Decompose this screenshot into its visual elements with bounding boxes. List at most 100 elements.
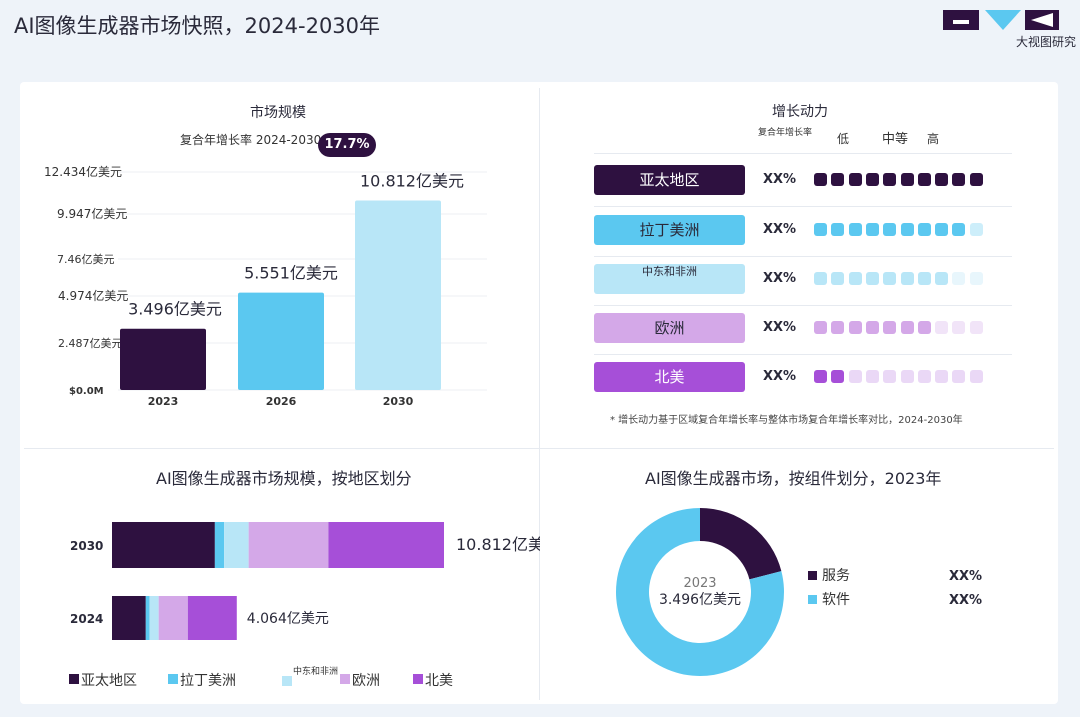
growth-level-dot [883, 272, 897, 285]
logo-text: 大视图研究 [1016, 35, 1077, 49]
growth-pct: XX% [763, 222, 797, 237]
y-tick-label: 12.434亿美元 [44, 164, 122, 179]
vertical-divider [539, 88, 540, 700]
level-low: 低 [837, 132, 850, 146]
donut-slice [616, 508, 784, 676]
total-label: 4.064亿美元 [247, 611, 329, 627]
data-label: 3.496亿美元 [128, 300, 222, 319]
growth-level-dot [917, 173, 931, 186]
growth-level-dot [969, 370, 983, 383]
region-label: 中东和非洲 [594, 264, 745, 294]
growth-level-dot [848, 370, 862, 383]
growth-level-dot [831, 321, 845, 334]
growth-level-dot [917, 321, 931, 334]
growth-level-dot [900, 272, 914, 285]
growth-pct: XX% [763, 320, 797, 335]
growth-level-dot [865, 223, 879, 236]
growth-level-dot [883, 173, 897, 186]
legend-pct: XX% [949, 569, 982, 584]
growth-level-dot [814, 223, 827, 236]
growth-level-dot [883, 370, 897, 383]
growth-level-dot [935, 370, 949, 383]
legend-label: 软件 [822, 592, 850, 608]
growth-level-dot [917, 370, 931, 383]
growth-level-dot [935, 272, 949, 285]
market-size-title: 市场规模 [250, 105, 306, 121]
growth-level-dot [831, 272, 845, 285]
region-chart-title: AI图像生成器市场规模，按地区划分 [156, 469, 412, 488]
stack-segment [328, 522, 444, 568]
growth-title: 增长动力 [772, 104, 828, 120]
x-tick-label: 2023 [148, 395, 179, 408]
growth-level-dot [883, 223, 897, 236]
growth-level-dot [969, 223, 983, 236]
growth-level-dot [814, 321, 827, 334]
growth-level-dot [831, 173, 845, 186]
growth-level-dot [969, 321, 983, 334]
growth-level-dot [935, 223, 949, 236]
y-tick-label: 2.487亿美元 [58, 337, 123, 350]
data-label: 5.551亿美元 [244, 264, 338, 283]
growth-level-dot [969, 173, 983, 186]
growth-level-dot [831, 223, 845, 236]
legend-swatch [413, 674, 423, 684]
growth-level-dot [865, 173, 879, 186]
growth-note: * 增长动力基于区域复合年增长率与整体市场复合年增长率对比，2024-2030年 [610, 415, 963, 426]
growth-level-dot [917, 223, 931, 236]
growth-header-line [594, 153, 1012, 154]
category-label: 2024 [70, 612, 103, 626]
market-size-bar-chart: $0.0M 2.487亿美元 4.974亿美元 7.46亿美元 9.947亿美元 12.4… [44, 164, 487, 408]
region-label: 亚太地区 [594, 165, 745, 195]
stack-segment [187, 596, 237, 640]
growth-level-dot [865, 321, 879, 334]
data-label: 10.812亿美元 [360, 171, 464, 190]
row-divider [594, 206, 1012, 207]
level-medium: 中等 [882, 132, 909, 147]
level-high: 高 [927, 132, 940, 146]
growth-level-dot [952, 272, 966, 285]
bar-2023 [120, 328, 206, 390]
x-tick-label: 2026 [266, 395, 297, 408]
growth-level-dot [814, 173, 827, 186]
legend-label: 中东和非洲 [293, 665, 338, 677]
legend-swatch [808, 571, 817, 580]
legend-swatch [168, 674, 178, 684]
stack-segment [224, 522, 249, 568]
growth-cagr-label: 复合年增长率 [758, 128, 813, 138]
legend-label: 北美 [425, 673, 453, 689]
stack-segment [112, 596, 146, 640]
component-chart-title: AI图像生成器市场，按组件划分，2023年 [645, 469, 942, 488]
region-label: 北美 [594, 362, 745, 392]
region-label: 拉丁美洲 [594, 215, 745, 245]
legend-label: 亚太地区 [81, 673, 137, 689]
growth-level-dot [848, 173, 862, 186]
region-label: 欧洲 [594, 313, 745, 343]
growth-pct: XX% [763, 172, 797, 187]
growth-level-dot [900, 173, 914, 186]
donut-slice [700, 508, 782, 580]
growth-level-dot [814, 370, 827, 383]
growth-level-dot [969, 272, 983, 285]
legend-swatch [69, 674, 79, 684]
y-tick-label: 9.947亿美元 [57, 206, 127, 221]
bar-2026 [238, 292, 324, 390]
page-title: AI图像生成器市场快照，2024-2030年 [14, 14, 381, 38]
y-tick-label: 7.46亿美元 [57, 253, 115, 266]
donut-center-year: 2023 [683, 576, 716, 591]
cagr-badge: 17.7% [318, 133, 376, 157]
brand-logo [943, 10, 1059, 30]
row-divider [594, 256, 1012, 257]
growth-level-dot [935, 173, 949, 186]
row-divider [594, 305, 1012, 306]
growth-level-dot [952, 321, 966, 334]
bar-2030 [355, 200, 441, 390]
y-tick-label: 4.974亿美元 [58, 288, 128, 303]
legend-swatch [340, 674, 350, 684]
growth-level-dot [848, 272, 862, 285]
horizontal-divider [24, 448, 1054, 449]
growth-level-dot [900, 223, 914, 236]
growth-level-dot [952, 223, 966, 236]
donut-center-value: 3.496亿美元 [659, 592, 741, 608]
growth-level-dot [848, 223, 862, 236]
stack-segment [214, 522, 225, 568]
